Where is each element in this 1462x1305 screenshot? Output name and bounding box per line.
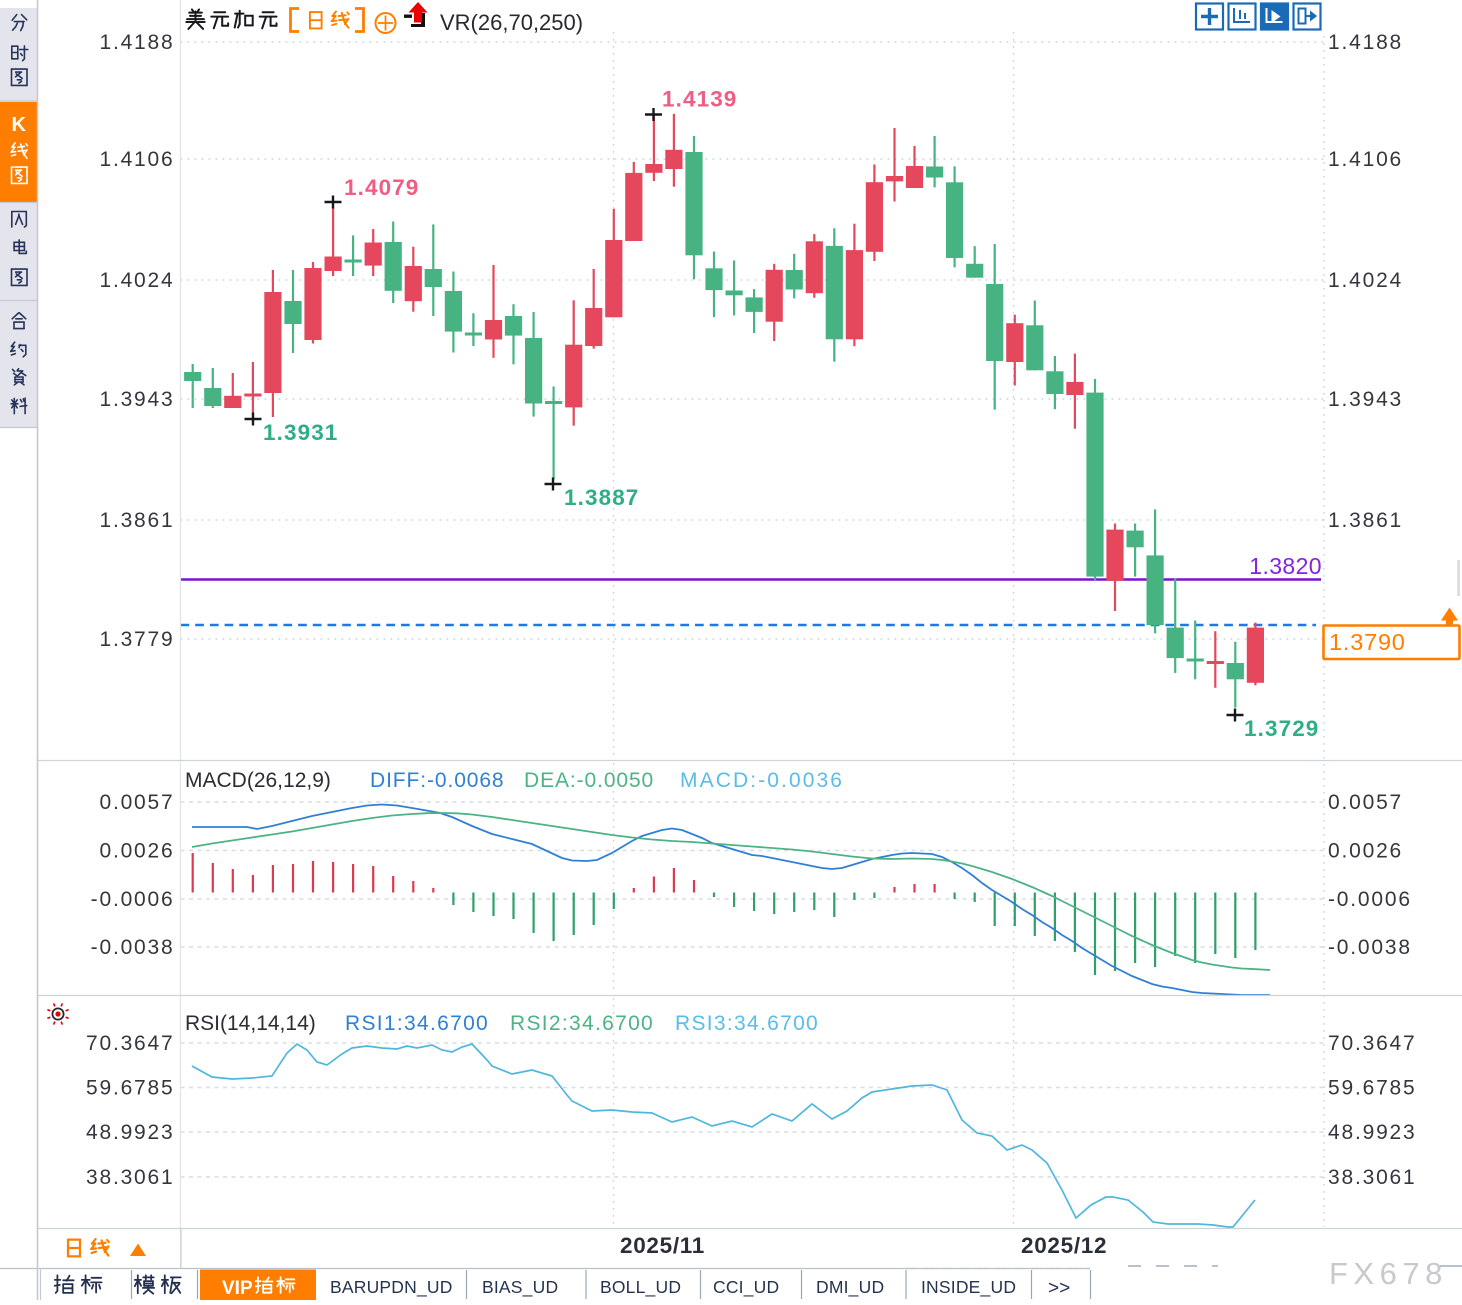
- svg-text:RSI3:34.6700: RSI3:34.6700: [675, 1012, 819, 1035]
- svg-text:RSI2:34.6700: RSI2:34.6700: [510, 1012, 654, 1035]
- svg-text:1.4024: 1.4024: [1328, 269, 1403, 292]
- svg-text:DEA:-0.0050: DEA:-0.0050: [524, 769, 654, 792]
- svg-text:VIP: VIP: [222, 1278, 253, 1299]
- svg-text:0.0026: 0.0026: [1328, 840, 1403, 863]
- svg-text:1.4024: 1.4024: [99, 269, 174, 292]
- svg-text:1.4106: 1.4106: [1328, 148, 1403, 171]
- svg-text:-0.0038: -0.0038: [1328, 936, 1412, 959]
- svg-text:1.4139: 1.4139: [662, 87, 737, 112]
- svg-text:-0.0006: -0.0006: [91, 888, 175, 911]
- svg-text:1.3820: 1.3820: [1249, 553, 1322, 579]
- svg-text:BIAS_UD: BIAS_UD: [482, 1277, 558, 1298]
- svg-text:K: K: [12, 114, 27, 136]
- svg-text:DIFF:-0.0068: DIFF:-0.0068: [370, 769, 505, 792]
- svg-text:RSI(14,14,14): RSI(14,14,14): [185, 1012, 316, 1035]
- svg-text:BARUPDN_UD: BARUPDN_UD: [330, 1277, 453, 1298]
- svg-text:48.9923: 48.9923: [1328, 1121, 1417, 1144]
- svg-text:1.3861: 1.3861: [1328, 509, 1403, 532]
- svg-text:48.9923: 48.9923: [86, 1121, 175, 1144]
- svg-text:2025/12: 2025/12: [1021, 1233, 1107, 1258]
- svg-text:0.0026: 0.0026: [99, 840, 174, 863]
- svg-text:0.0057: 0.0057: [1328, 791, 1403, 814]
- svg-text:1.4106: 1.4106: [99, 148, 174, 171]
- svg-text:1.3943: 1.3943: [1328, 388, 1403, 411]
- svg-text:1.3790: 1.3790: [1329, 629, 1406, 655]
- svg-text:0.0057: 0.0057: [99, 791, 174, 814]
- svg-text:VR(26,70,250): VR(26,70,250): [440, 10, 583, 35]
- svg-text:59.6785: 59.6785: [86, 1077, 175, 1100]
- svg-text:70.3647: 70.3647: [86, 1032, 175, 1055]
- svg-text:1.3943: 1.3943: [99, 388, 174, 411]
- svg-text:RSI1:34.6700: RSI1:34.6700: [345, 1012, 489, 1035]
- svg-text:INSIDE_UD: INSIDE_UD: [921, 1277, 1016, 1298]
- svg-text:BOLL_UD: BOLL_UD: [600, 1277, 681, 1298]
- svg-text:1.4188: 1.4188: [99, 31, 174, 54]
- svg-text:1.4079: 1.4079: [344, 175, 419, 200]
- svg-text:>>: >>: [1048, 1278, 1070, 1299]
- svg-text:1.3887: 1.3887: [564, 485, 639, 510]
- svg-text:1.4188: 1.4188: [1328, 31, 1403, 54]
- svg-text:1.3729: 1.3729: [1244, 716, 1319, 741]
- svg-text:1.3931: 1.3931: [263, 420, 338, 445]
- svg-text:CCI_UD: CCI_UD: [713, 1277, 779, 1298]
- svg-text:-0.0038: -0.0038: [91, 936, 175, 959]
- svg-text:38.3061: 38.3061: [1328, 1166, 1417, 1189]
- svg-text:MACD:-0.0036: MACD:-0.0036: [680, 769, 844, 792]
- svg-text:38.3061: 38.3061: [86, 1166, 175, 1189]
- svg-text:70.3647: 70.3647: [1328, 1032, 1417, 1055]
- svg-text:1.3861: 1.3861: [99, 509, 174, 532]
- svg-text:-0.0006: -0.0006: [1328, 888, 1412, 911]
- svg-text:59.6785: 59.6785: [1328, 1077, 1417, 1100]
- svg-text:MACD(26,12,9): MACD(26,12,9): [185, 769, 331, 792]
- svg-text:FX678: FX678: [1329, 1256, 1448, 1291]
- svg-text:2025/11: 2025/11: [620, 1233, 705, 1258]
- svg-text:DMI_UD: DMI_UD: [816, 1277, 884, 1298]
- svg-text:1.3779: 1.3779: [99, 628, 174, 651]
